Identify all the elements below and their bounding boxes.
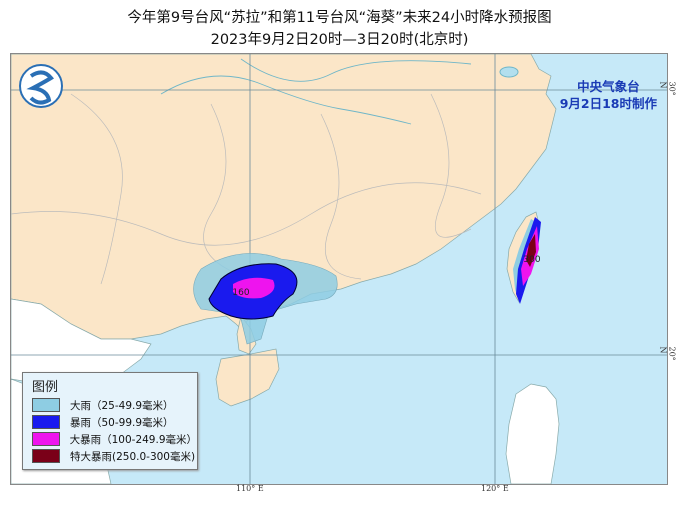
lon-label-120: 120° E bbox=[481, 484, 509, 493]
graticule bbox=[11, 54, 667, 484]
legend-item: 特大暴雨(250.0-300毫米) bbox=[32, 449, 197, 463]
legend-heading: 图例 bbox=[32, 380, 59, 395]
peak-label-300: 300 bbox=[523, 255, 540, 265]
river bbox=[240, 58, 472, 82]
legend-label: 特大暴雨(250.0-300毫米) bbox=[70, 450, 196, 463]
land-china bbox=[11, 54, 557, 340]
legend-label: 大暴雨（100-249.9毫米） bbox=[69, 433, 197, 446]
legend-item: 大雨（25-49.9毫米） bbox=[32, 398, 197, 412]
legend-swatch bbox=[32, 398, 60, 412]
peak-label-160: 160 bbox=[232, 288, 249, 298]
map-title: 今年第9号台风“苏拉”和第11号台风“海葵”未来24小时降水预报图 bbox=[127, 10, 552, 26]
legend-item: 暴雨（50-99.9毫米） bbox=[32, 415, 197, 429]
legend-swatch bbox=[32, 415, 60, 429]
legend-label: 暴雨（50-99.9毫米） bbox=[70, 416, 174, 429]
map-subtitle: 2023年9月2日20时—3日20时(北京时) bbox=[210, 32, 469, 48]
river bbox=[160, 75, 412, 125]
province-borders bbox=[11, 93, 482, 285]
agency-block: 中央气象台 9月2日18时制作 bbox=[560, 78, 657, 112]
lat-label-20: 20° N bbox=[658, 346, 677, 361]
land-luzon bbox=[505, 383, 560, 484]
legend-swatch bbox=[32, 432, 60, 446]
cma-logo bbox=[19, 64, 63, 108]
lat-label-30: 30° N bbox=[658, 81, 677, 96]
rain-heavy-rainstorm-area bbox=[233, 277, 275, 299]
legend-label: 大雨（25-49.9毫米） bbox=[70, 399, 174, 412]
issue-time: 9月2日18时制作 bbox=[559, 96, 657, 111]
legend: 图例 大雨（25-49.9毫米） 暴雨（50-99.9毫米） 大暴雨（100-2… bbox=[22, 372, 198, 470]
rain-extreme-area-tw bbox=[526, 234, 536, 267]
lon-label-110: 110° E bbox=[236, 484, 264, 493]
agency-name: 中央气象台 bbox=[577, 79, 640, 94]
land-hainan bbox=[215, 348, 280, 407]
legend-item: 大暴雨（100-249.9毫米） bbox=[32, 432, 197, 446]
lake bbox=[499, 66, 519, 78]
legend-swatch bbox=[32, 449, 60, 463]
